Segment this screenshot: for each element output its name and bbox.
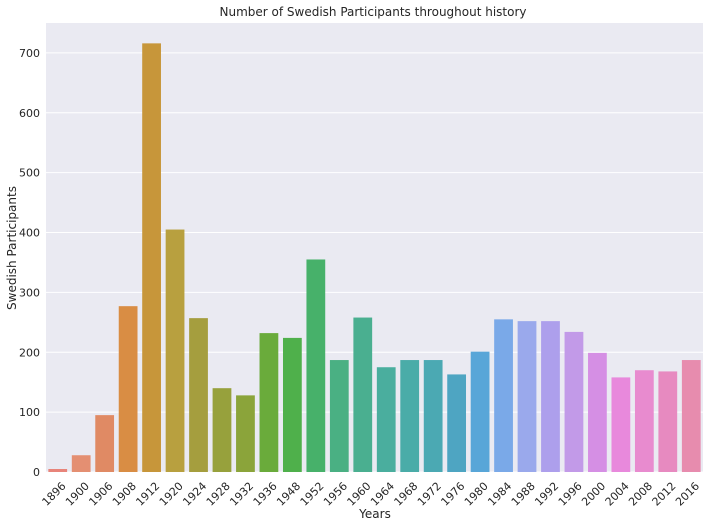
x-tick-label: 1956 [321, 480, 350, 509]
x-tick-label: 1988 [509, 480, 538, 509]
bar-1924 [189, 318, 208, 472]
y-axis-label: Swedish Participants [5, 186, 19, 310]
bar-2000 [588, 352, 607, 472]
x-tick-label: 2004 [603, 480, 632, 509]
x-tick-label: 2000 [579, 480, 608, 509]
bars [48, 43, 701, 472]
y-tick-label: 400 [19, 227, 40, 240]
x-axis-ticks: 1896190019061908191219201924192819321936… [40, 480, 703, 509]
chart-title: Number of Swedish Participants throughou… [219, 5, 526, 19]
y-tick-label: 100 [19, 406, 40, 419]
x-axis-label: Years [358, 507, 391, 521]
bar-1936 [259, 333, 279, 472]
x-tick-label: 2012 [650, 480, 679, 509]
x-tick-label: 1928 [204, 480, 233, 509]
bar-2008 [634, 370, 654, 472]
x-tick-label: 1976 [438, 480, 467, 509]
x-tick-label: 1900 [63, 480, 92, 509]
bar-1980 [470, 351, 490, 472]
x-tick-label: 1948 [274, 480, 303, 509]
bar-2012 [658, 371, 678, 472]
bar-1988 [517, 321, 537, 472]
x-tick-label: 1980 [462, 480, 491, 509]
bar-1956 [329, 360, 349, 472]
y-tick-label: 700 [19, 47, 40, 60]
bar-1960 [353, 317, 373, 472]
x-tick-label: 1924 [180, 480, 209, 509]
bar-1920 [165, 229, 185, 472]
x-tick-label: 1996 [556, 480, 585, 509]
bar-1968 [400, 360, 420, 472]
y-tick-label: 200 [19, 346, 40, 359]
bar-1996 [564, 331, 584, 472]
x-tick-label: 1906 [86, 480, 115, 509]
y-tick-label: 0 [33, 466, 40, 479]
bar-1972 [423, 360, 443, 472]
x-tick-label: 1984 [485, 480, 514, 509]
x-tick-label: 1932 [227, 480, 256, 509]
bar-1964 [376, 367, 396, 472]
bar-1932 [236, 395, 255, 472]
y-tick-label: 300 [19, 286, 40, 299]
x-tick-label: 1972 [415, 480, 444, 509]
bar-1928 [212, 388, 232, 472]
bar-1912 [142, 43, 161, 472]
x-tick-label: 1992 [532, 480, 561, 509]
bar-1984 [494, 319, 513, 472]
bar-1896 [48, 469, 68, 472]
bar-1906 [95, 415, 115, 472]
bar-1900 [71, 455, 91, 472]
bar-1992 [541, 321, 560, 472]
bar-1952 [306, 259, 326, 472]
bar-1908 [118, 306, 138, 472]
y-tick-label: 600 [19, 107, 40, 120]
y-tick-label: 500 [19, 167, 40, 180]
bar-2004 [611, 377, 631, 472]
x-tick-label: 1936 [251, 480, 280, 509]
x-tick-label: 1908 [110, 480, 139, 509]
x-tick-label: 2008 [626, 480, 655, 509]
bar-2016 [681, 360, 701, 472]
x-tick-label: 2016 [673, 480, 702, 509]
x-tick-label: 1964 [368, 480, 397, 509]
bar-1948 [282, 337, 302, 472]
x-tick-label: 1952 [298, 480, 327, 509]
y-axis-ticks: 0 100 200 300 400 500 600 700 [19, 47, 40, 479]
bar-1976 [447, 374, 467, 472]
x-tick-label: 1912 [133, 480, 162, 509]
x-tick-label: 1920 [157, 480, 186, 509]
x-tick-label: 1960 [345, 480, 374, 509]
x-tick-label: 1968 [391, 480, 420, 509]
x-tick-label: 1896 [40, 480, 69, 509]
